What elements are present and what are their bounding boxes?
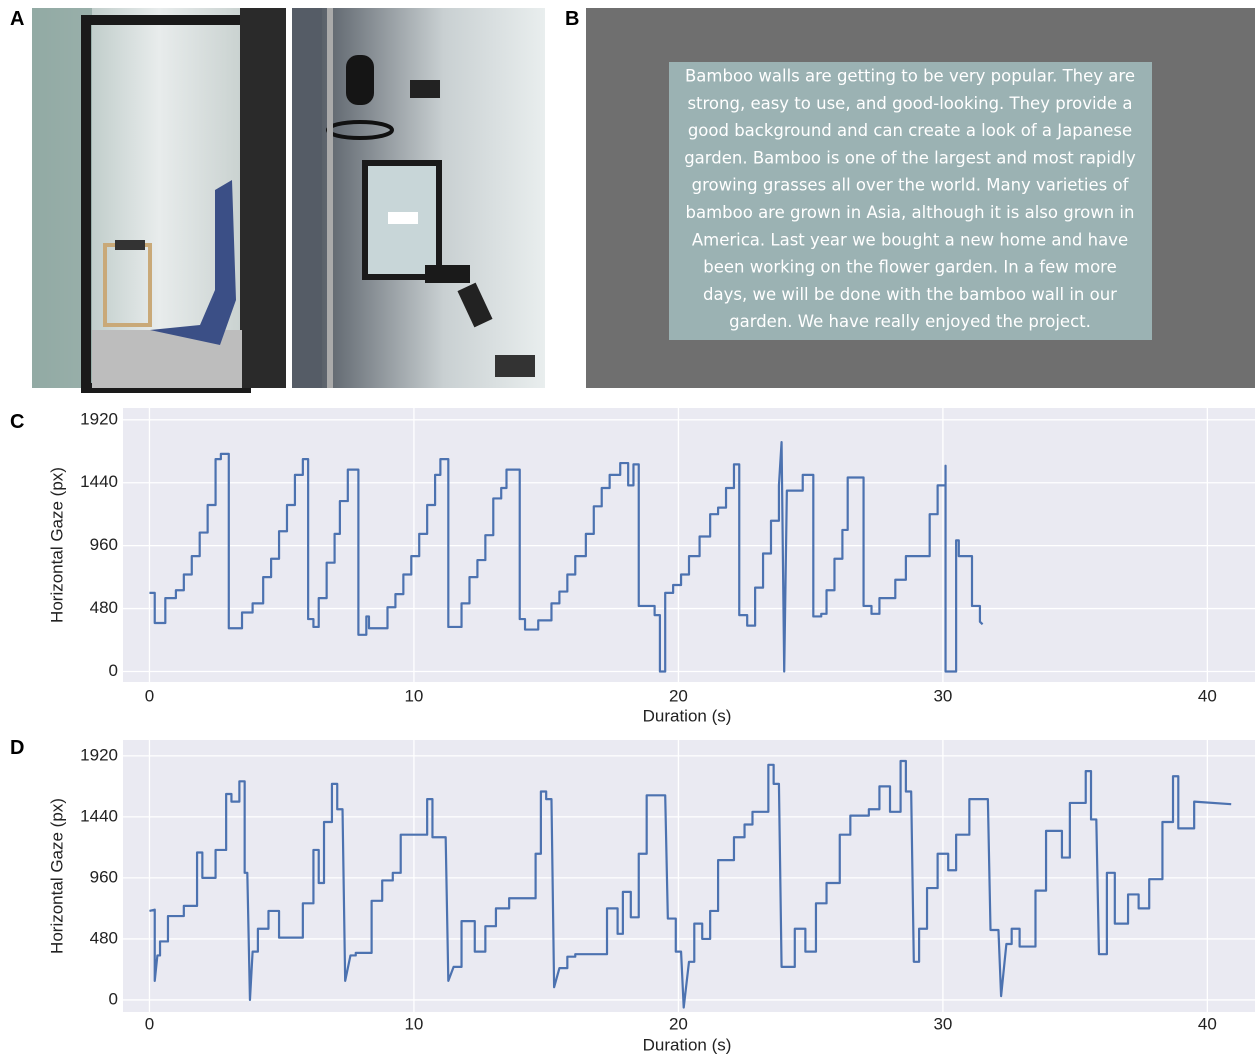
x-axis-label: Duration (s): [643, 1035, 732, 1054]
y-tick-label: 1440: [80, 806, 118, 825]
photo-apparatus: [292, 8, 545, 388]
x-tick-label: 40: [1198, 686, 1217, 705]
panel-label: D: [10, 737, 24, 759]
x-tick-label: 0: [145, 686, 154, 705]
photo-booth: [32, 8, 286, 388]
panel-label: C: [10, 411, 24, 433]
y-tick-label: 1920: [80, 409, 118, 428]
stimulus-line: America. Last year we bought a new home …: [692, 230, 1128, 249]
y-tick-label: 0: [109, 989, 118, 1008]
x-tick-label: 10: [404, 686, 423, 705]
y-tick-label: 1920: [80, 745, 118, 764]
stimulus-line: growing grasses all over the world. Many…: [692, 176, 1130, 195]
y-tick-label: 0: [109, 661, 118, 680]
stimulus-line: good background and can create a look of…: [688, 121, 1132, 140]
y-axis-label: Horizontal Gaze (px): [47, 798, 66, 954]
plot-area: [123, 408, 1255, 682]
y-tick-label: 480: [90, 598, 118, 617]
stimulus-line: days, we will be done with the bamboo wa…: [703, 285, 1117, 304]
x-tick-label: 0: [145, 1014, 154, 1033]
stimulus-line: strong, easy to use, and good-looking. T…: [687, 94, 1132, 113]
stimulus-line: garden. We have really enjoyed the proje…: [729, 312, 1091, 331]
panel-label: B: [565, 8, 579, 30]
x-tick-label: 10: [404, 1014, 423, 1033]
y-tick-label: 960: [90, 535, 118, 554]
x-tick-label: 20: [669, 1014, 688, 1033]
x-tick-label: 30: [933, 1014, 952, 1033]
y-axis-label: Horizontal Gaze (px): [47, 467, 66, 623]
x-tick-label: 30: [933, 686, 952, 705]
x-axis-label: Duration (s): [643, 706, 732, 725]
figure: Bamboo walls are getting to be very popu…: [0, 0, 1255, 1057]
stimulus-line: been working on the flower garden. In a …: [703, 258, 1116, 277]
x-tick-label: 40: [1198, 1014, 1217, 1033]
y-tick-label: 960: [90, 867, 118, 886]
y-tick-label: 1440: [80, 472, 118, 491]
panel-label: A: [10, 8, 24, 30]
y-tick-label: 480: [90, 928, 118, 947]
stimulus-line: bamboo are grown in Asia, although it is…: [686, 203, 1135, 222]
stimulus-line: garden. Bamboo is one of the largest and…: [684, 148, 1136, 167]
x-tick-label: 20: [669, 686, 688, 705]
stimulus-line: Bamboo walls are getting to be very popu…: [685, 67, 1135, 86]
